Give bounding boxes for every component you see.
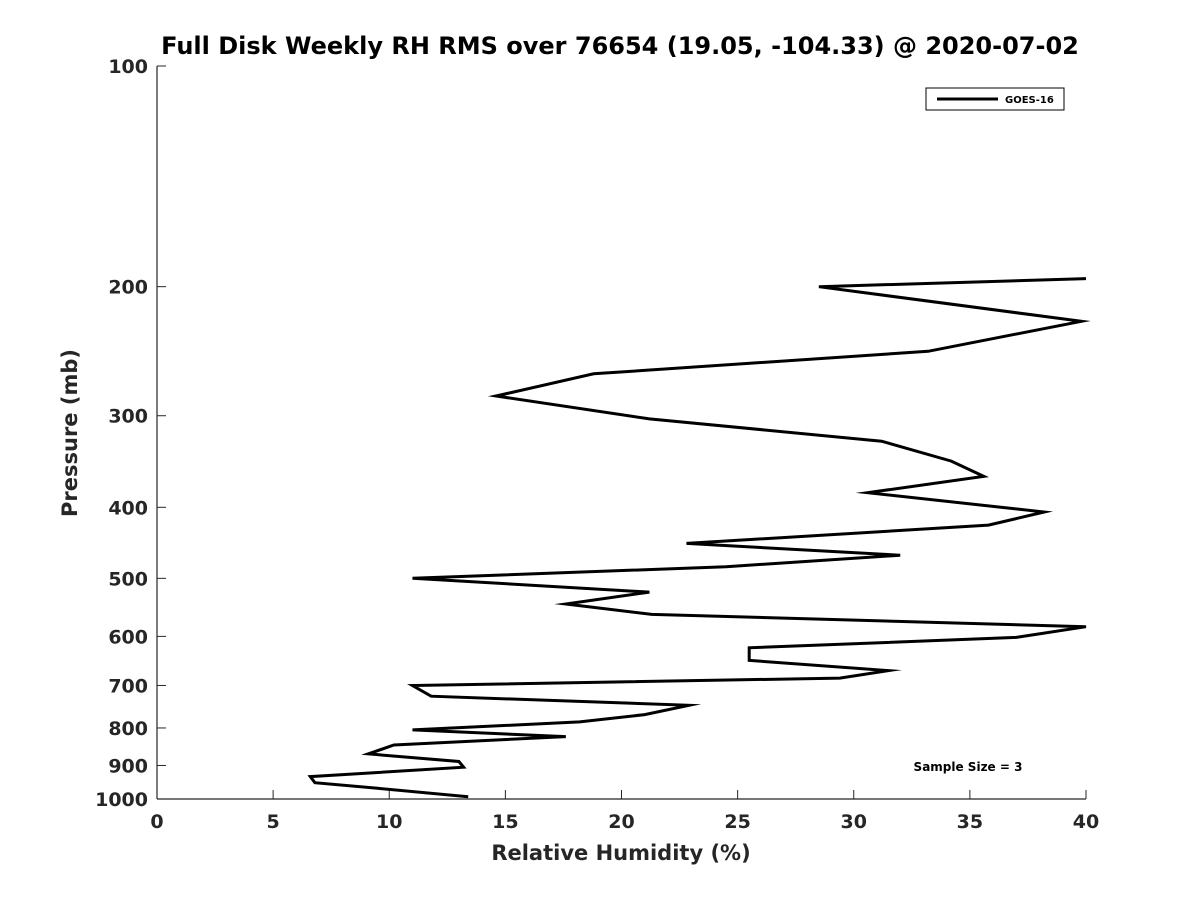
x-tick-label: 10 — [376, 811, 402, 833]
y-tick-label: 500 — [108, 568, 148, 590]
x-tick-label: 35 — [957, 811, 983, 833]
chart-title: Full Disk Weekly RH RMS over 76654 (19.0… — [161, 32, 1079, 60]
x-tick-label: 0 — [150, 811, 163, 833]
x-tick-label: 40 — [1073, 811, 1099, 833]
x-tick-label: 20 — [608, 811, 634, 833]
series-line-goes-16 — [307, 277, 1091, 799]
x-tick-label: 30 — [841, 811, 867, 833]
y-tick-label: 900 — [108, 755, 148, 777]
y-tick-label: 800 — [108, 718, 148, 740]
x-tick-label: 5 — [267, 811, 280, 833]
series-layer — [307, 277, 1091, 799]
y-tick-label: 300 — [108, 406, 148, 428]
y-tick-label: 1000 — [95, 789, 148, 811]
x-axis-ticks: 0 5 10 15 20 25 30 35 40 — [150, 790, 1099, 833]
plot-area — [157, 66, 1086, 799]
y-tick-label: 700 — [108, 675, 148, 697]
y-tick-label: 600 — [108, 626, 148, 648]
legend-label-goes-16: GOES-16 — [1005, 95, 1054, 106]
y-tick-label: 100 — [108, 56, 148, 78]
y-axis-ticks: 100 200 300 400 500 600 700 800 900 1000 — [95, 56, 166, 811]
x-tick-label: 15 — [492, 811, 518, 833]
sample-size-annotation: Sample Size = 3 — [914, 760, 1023, 774]
y-tick-label: 200 — [108, 277, 148, 299]
y-axis-label: Pressure (mb) — [58, 349, 82, 517]
y-tick-label: 400 — [108, 497, 148, 519]
x-axis-label: Relative Humidity (%) — [491, 841, 750, 865]
x-tick-label: 25 — [724, 811, 750, 833]
legend: GOES-16 — [925, 87, 1065, 111]
